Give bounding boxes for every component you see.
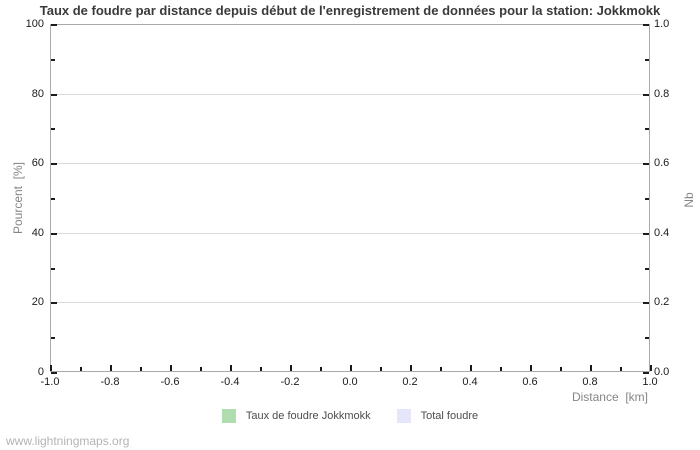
x-tick-label: 1.0 xyxy=(642,376,658,388)
y-right-minor-tick xyxy=(645,58,649,61)
x-minor-tick xyxy=(560,367,562,371)
x-minor-tick xyxy=(500,367,502,371)
x-minor-tick xyxy=(260,367,262,371)
y-left-major-tick xyxy=(51,372,57,374)
y-left-major-tick xyxy=(51,163,57,166)
x-major-tick xyxy=(650,365,652,371)
y-right-major-tick xyxy=(643,93,649,96)
legend-label: Total foudre xyxy=(420,410,479,422)
legend-item: Total foudre xyxy=(396,409,479,423)
legend-item: Taux de foudre Jokkmokk xyxy=(221,409,371,423)
x-tick-label: -1.0 xyxy=(40,376,60,388)
y-right-major-tick xyxy=(643,302,649,305)
x-major-tick xyxy=(290,365,292,371)
x-major-tick xyxy=(530,365,532,371)
gridline xyxy=(51,232,649,234)
x-minor-tick xyxy=(380,367,382,371)
y-axis-title-left: Pourcent [%] xyxy=(11,161,25,235)
y-left-tick-label: 0 xyxy=(37,366,44,378)
x-major-tick xyxy=(230,365,232,371)
y-left-minor-tick xyxy=(51,198,55,200)
y-left-tick-label: 60 xyxy=(31,157,44,170)
y-right-tick-label: 1.0 xyxy=(654,18,670,30)
footer-link[interactable]: www.lightningmaps.org xyxy=(6,434,130,448)
y-right-minor-tick xyxy=(645,267,649,270)
y-left-major-tick xyxy=(51,232,57,235)
x-major-tick xyxy=(350,365,352,371)
x-minor-tick xyxy=(200,367,202,371)
legend-label: Taux de foudre Jokkmokk xyxy=(245,410,371,422)
y-left-tick-label: 40 xyxy=(31,226,44,239)
y-right-tick-label: 0.2 xyxy=(654,296,670,309)
x-minor-tick xyxy=(440,367,442,371)
y-right-tick-label: 0.6 xyxy=(654,157,670,170)
y-right-major-tick xyxy=(643,24,649,26)
x-tick-label: -0.6 xyxy=(160,376,180,388)
x-major-tick xyxy=(170,365,172,371)
x-tick-label: 0.8 xyxy=(582,376,598,388)
y-right-minor-tick xyxy=(645,128,649,131)
legend-swatch xyxy=(221,409,236,423)
y-left-major-tick xyxy=(51,93,57,96)
y-right-tick-label: 0.4 xyxy=(654,226,670,239)
x-tick-label: 0.4 xyxy=(462,376,478,388)
gridline xyxy=(51,302,649,304)
y-left-minor-tick xyxy=(51,337,55,340)
x-major-tick xyxy=(590,365,592,371)
legend-swatch xyxy=(396,409,411,423)
y-left-minor-tick xyxy=(51,128,55,131)
y-left-major-tick xyxy=(51,24,57,26)
legend: Taux de foudre Jokkmokk Total foudre xyxy=(50,409,650,423)
x-major-tick xyxy=(110,365,112,371)
x-tick-label: -0.8 xyxy=(100,376,120,388)
y-right-tick-label: 0.8 xyxy=(654,87,670,100)
y-right-major-tick xyxy=(643,232,649,235)
y-left-tick-label: 80 xyxy=(31,87,44,100)
gridline xyxy=(51,163,649,165)
x-major-tick xyxy=(410,365,412,371)
y-right-major-tick xyxy=(643,372,649,374)
y-left-tick-label: 100 xyxy=(25,18,44,30)
x-tick-label: -0.4 xyxy=(220,376,240,388)
x-major-tick xyxy=(50,365,52,371)
y-left-major-tick xyxy=(51,302,57,305)
y-right-minor-tick xyxy=(645,198,649,200)
y-right-minor-tick xyxy=(645,337,649,340)
x-minor-tick xyxy=(620,367,622,371)
y-left-minor-tick xyxy=(51,58,55,61)
x-tick-label: 0.2 xyxy=(402,376,418,388)
x-minor-tick xyxy=(140,367,142,371)
plot-area xyxy=(50,24,652,374)
x-minor-tick xyxy=(320,367,322,371)
x-axis-title: Distance [km] xyxy=(571,390,648,404)
y-axis-title-right: Nb xyxy=(682,192,696,208)
x-tick-label: 0.6 xyxy=(522,376,538,388)
x-tick-label: -0.2 xyxy=(280,376,300,388)
y-right-major-tick xyxy=(643,163,649,166)
y-left-tick-label: 20 xyxy=(31,296,44,309)
y-right-tick-label: 0.0 xyxy=(654,366,670,378)
x-minor-tick xyxy=(80,367,82,371)
x-major-tick xyxy=(470,365,472,371)
gridline xyxy=(51,93,649,95)
y-left-minor-tick xyxy=(51,267,55,270)
x-tick-label: 0.0 xyxy=(342,376,358,388)
chart-title: Taux de foudre par distance depuis début… xyxy=(39,3,661,18)
